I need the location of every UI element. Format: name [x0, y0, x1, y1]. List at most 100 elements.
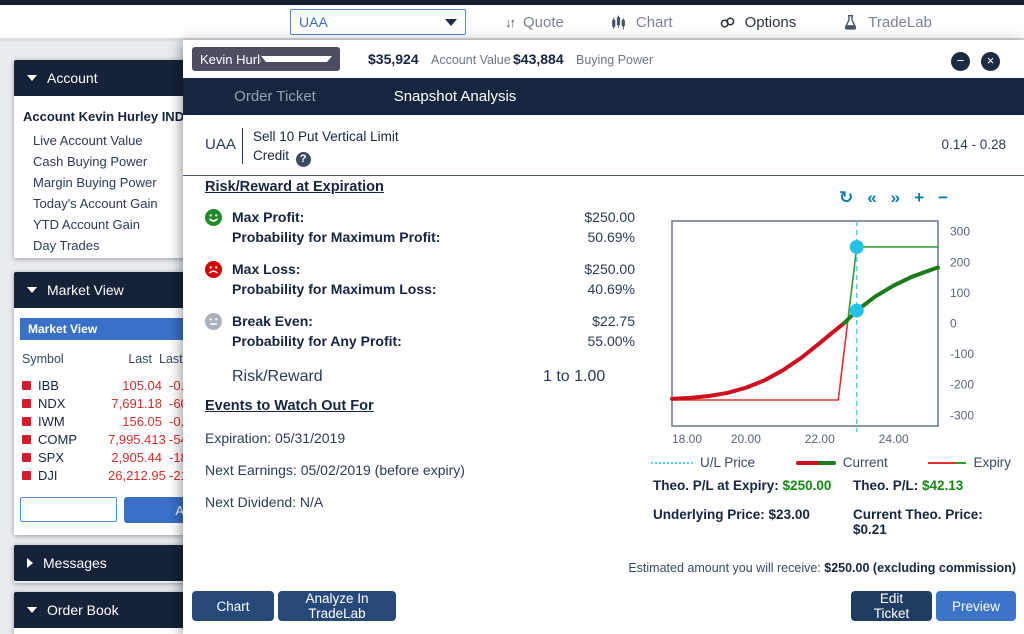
events-section: Events to Watch Out For Expiration: 05/3… — [205, 398, 635, 510]
smiley-happy-icon — [205, 207, 232, 247]
svg-text:200: 200 — [950, 255, 970, 269]
cell-change: -0. — [169, 377, 185, 393]
sidebar-item-cash-buying-power[interactable]: Cash Buying Power — [33, 154, 148, 169]
chart-bars-icon — [612, 15, 625, 29]
prob-max-profit-value: 50.69% — [587, 229, 635, 245]
chart-button[interactable]: Chart — [192, 591, 274, 621]
underlying-price-label: Underlying Price: — [653, 507, 765, 522]
strategy-line2: Credit — [253, 148, 290, 163]
red-status-icon — [22, 380, 31, 390]
theo-stats: Theo. P/L at Expiry: $250.00 Theo. P/L: … — [653, 478, 1013, 551]
cell-symbol: DJI — [38, 467, 58, 483]
current-theo-price-label: Current Theo. Price: — [853, 507, 983, 522]
nav-options[interactable]: Options — [719, 13, 797, 31]
tab-order-ticket[interactable]: Order Ticket — [234, 88, 316, 105]
sidebar-item-live-account-value[interactable]: Live Account Value — [33, 133, 143, 148]
analyze-in-tradelab-button[interactable]: Analyze In TradeLab — [278, 591, 396, 621]
red-status-icon — [22, 470, 31, 480]
col-symbol: Symbol — [22, 352, 64, 366]
svg-text:18.00: 18.00 — [672, 432, 702, 446]
red-status-icon — [22, 452, 31, 462]
max-loss-value: $250.00 — [584, 261, 635, 277]
close-icon[interactable]: × — [981, 52, 1000, 71]
account-panel-title: Account — [47, 70, 98, 86]
account-value-label: Account Value — [431, 53, 511, 67]
ul-price-legend-swatch — [651, 461, 693, 464]
expiration-line: Expiration: 05/31/2019 — [205, 430, 346, 446]
preview-button[interactable]: Preview — [936, 591, 1016, 621]
chevron-down-icon — [27, 287, 37, 293]
table-row[interactable]: IWM 156.05 -0. — [14, 412, 250, 430]
nav-quote[interactable]: ↓↑ Quote — [505, 14, 564, 31]
nav-options-label: Options — [744, 13, 797, 31]
account-value-amount: $35,924 — [368, 51, 419, 67]
nav-tradelab[interactable]: TradeLab — [842, 14, 932, 31]
minimize-icon[interactable]: − — [951, 52, 970, 71]
buying-power-label: Buying Power — [576, 53, 654, 67]
expiry-legend-label: Expiry — [973, 455, 1011, 470]
theo-pl-label: Theo. P/L: — [853, 478, 919, 493]
break-even-row: Break Even: $22.75 Probability for Any P… — [205, 311, 635, 351]
estimated-amount-value: $250.00 (excluding commission) — [824, 561, 1016, 575]
nav-tradelab-label: TradeLab — [868, 13, 932, 31]
pl-chart[interactable]: 300 200 100 0 -100 -200 -300 18.00 20.00 22.00 24.… — [658, 217, 1014, 453]
risk-reward-value: 1 to 1.00 — [543, 368, 606, 385]
refresh-icon[interactable]: ↻ — [838, 188, 854, 207]
nav-chart[interactable]: Chart — [610, 14, 673, 31]
strategy-summary: UAA Sell 10 Put Vertical Limit Credit ? … — [183, 115, 1024, 176]
chart-toolbar: ↻ « » + − — [838, 188, 948, 207]
legend-fill: Fill — [158, 632, 173, 634]
table-row[interactable]: IBB 105.04 -0. — [14, 376, 250, 394]
current-theo-price-value: $0.21 — [853, 522, 887, 537]
svg-text:-200: -200 — [950, 378, 974, 392]
quote-arrows-icon: ↓↑ — [505, 14, 516, 30]
divider — [242, 128, 243, 164]
page-right-icon[interactable]: » — [890, 188, 901, 207]
order-book-panel-title: Order Book — [47, 602, 119, 618]
chevron-down-icon — [261, 56, 332, 62]
account-dropdown[interactable]: Kevin Hurley IND -... — [192, 47, 340, 71]
edit-ticket-button[interactable]: Edit Ticket — [851, 591, 932, 621]
svg-text:-100: -100 — [950, 347, 974, 361]
main-toolbar: UAA ↓↑ Quote Chart — [0, 5, 1024, 39]
prob-max-loss-label: Probability for Maximum Loss: — [232, 281, 437, 297]
estimated-amount-prefix: Estimated amount you will receive: — [628, 561, 825, 575]
zoom-in-icon[interactable]: + — [914, 188, 925, 207]
risk-reward-row: Risk/Reward 1 to 1.00 — [205, 367, 635, 387]
market-view-panel-title: Market View — [47, 282, 124, 298]
symbol-select[interactable]: UAA — [290, 9, 466, 35]
max-profit-value: $250.00 — [584, 209, 635, 225]
help-icon[interactable]: ? — [295, 152, 311, 167]
break-even-value: $22.75 — [592, 313, 635, 329]
risk-reward-section: Risk/Reward at Expiration Max Profit: $2… — [205, 179, 635, 387]
cell-symbol: IBB — [38, 377, 59, 393]
next-earnings-line: Next Earnings: 05/02/2019 (before expiry… — [205, 462, 465, 478]
sidebar-item-margin-buying-power[interactable]: Margin Buying Power — [33, 175, 157, 190]
theo-expiry-value: $250.00 — [782, 478, 832, 493]
account-name: Account Kevin Hurley IND - x3 — [23, 109, 211, 124]
risk-reward-heading: Risk/Reward at Expiration — [205, 179, 384, 195]
chevron-right-icon — [27, 558, 33, 568]
page-left-icon[interactable]: « — [867, 188, 877, 207]
tab-snapshot-analysis[interactable]: Snapshot Analysis — [365, 78, 545, 119]
table-row[interactable]: SPX 2,905.44 -18. — [14, 448, 250, 466]
break-even-label: Break Even: — [232, 313, 313, 329]
svg-text:-300: -300 — [950, 408, 974, 422]
smiley-neutral-icon — [205, 311, 232, 351]
chevron-down-icon — [27, 75, 37, 81]
order-dialog: Kevin Hurley IND -... $35,924 Account Va… — [183, 40, 1024, 634]
cell-symbol: NDX — [38, 395, 66, 411]
sidebar-item-day-trades[interactable]: Day Trades — [33, 238, 100, 253]
sidebar-item-todays-account-gain[interactable]: Today's Account Gain — [33, 196, 158, 211]
sidebar-item-ytd-account-gain[interactable]: YTD Account Gain — [33, 217, 140, 232]
prob-max-loss-value: 40.69% — [587, 281, 635, 297]
cell-last: 7,691.18 — [111, 395, 162, 411]
svg-text:100: 100 — [950, 286, 970, 300]
cell-change: -0. — [169, 413, 185, 429]
symbol-add-input[interactable] — [20, 497, 117, 522]
cell-last: 2,905.44 — [111, 449, 162, 465]
strategy-line1: Sell 10 Put Vertical Limit — [253, 129, 399, 144]
next-dividend-line: Next Dividend: N/A — [205, 494, 324, 510]
zoom-out-icon[interactable]: − — [938, 188, 948, 207]
nav-quote-label: Quote — [523, 13, 564, 31]
